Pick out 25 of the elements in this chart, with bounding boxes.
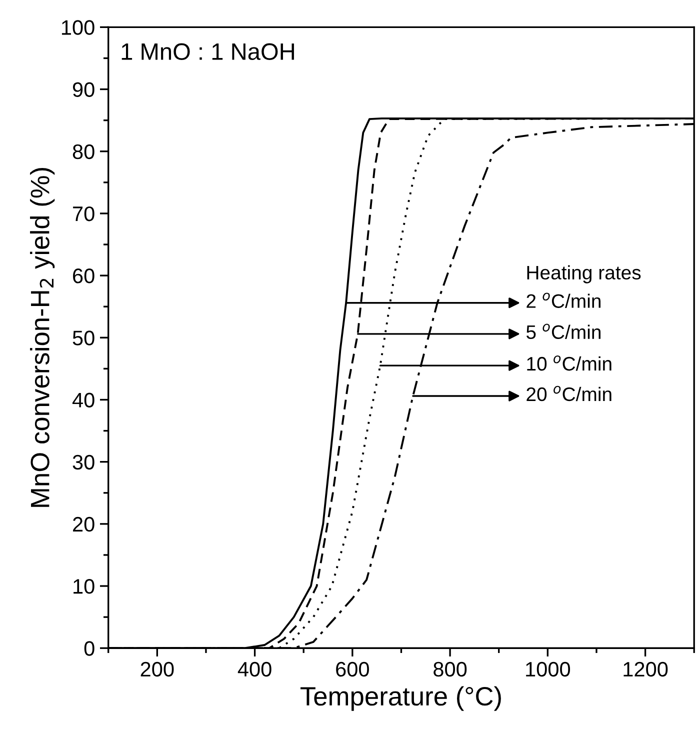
annotation: Heating rates	[527, 265, 641, 284]
x-tick-label: 1000	[526, 662, 570, 677]
x-tick-label: 800	[434, 662, 467, 677]
x-tick-label: 600	[336, 662, 369, 677]
annotation: 5 $^{o}$C/min	[526, 324, 600, 340]
y-tick-label: 80	[72, 144, 94, 160]
y-tick-label: 20	[73, 516, 94, 532]
x-tick-label: 400	[238, 662, 272, 677]
annotation: 10 $^{o}$C/min	[527, 355, 612, 371]
annotation: 2 $^{o}$C/min	[526, 292, 600, 308]
annotation: 20 $^{o}$C/min	[526, 386, 612, 402]
x-tick-label: 200	[140, 662, 174, 677]
y-tick-label: 50	[72, 330, 94, 346]
y-tick-label: 60	[73, 268, 94, 284]
y-tick-label: 70	[73, 206, 94, 222]
y-tick-label: 0	[84, 641, 94, 656]
x-tick-label: 1200	[624, 662, 668, 677]
y-tick-label: 100	[62, 20, 94, 35]
y-tick-label: 10	[74, 579, 94, 594]
y-tick-label: 30	[72, 454, 94, 470]
x-axis-title: Temperature (°C)	[300, 686, 501, 711]
y-axis-title: MnO conversion-H$_{2}$ yield (%)	[30, 168, 55, 507]
y-tick-label: 90	[72, 82, 94, 98]
y-tick-label: 40	[72, 392, 94, 408]
annotation: 1 MnO : 1 NaOH	[122, 43, 294, 60]
